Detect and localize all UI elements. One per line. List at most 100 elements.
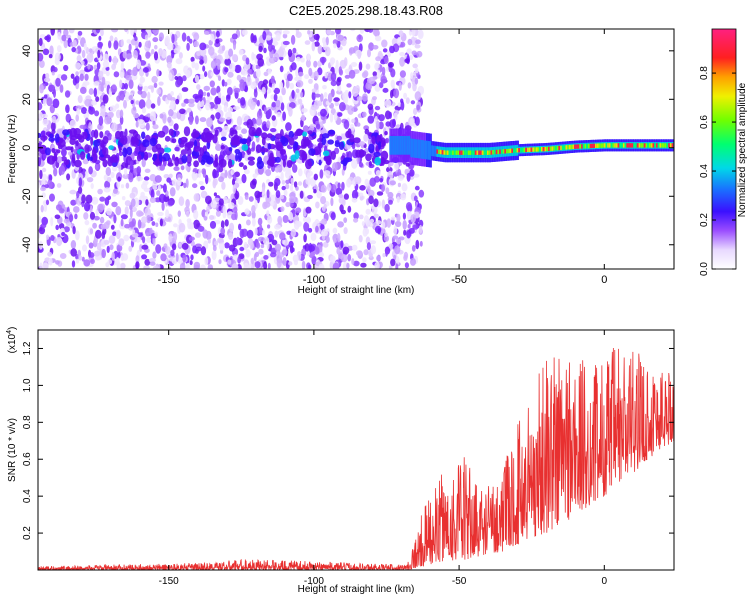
spectrogram-x-tick-label: -150 <box>158 274 180 286</box>
spectrogram-cell <box>413 139 417 158</box>
spectrogram-cell <box>246 76 252 86</box>
spectrogram-cell <box>74 213 78 220</box>
spectrogram-cell <box>218 117 226 122</box>
spectrogram-cell <box>238 49 244 56</box>
spectrogram-cell <box>156 69 160 77</box>
spectrogram-cell <box>354 176 362 185</box>
spectrogram-cell <box>330 72 337 82</box>
spectrogram-cell <box>289 184 294 192</box>
spectrogram-cell <box>70 199 77 206</box>
spectrogram-cell <box>364 178 369 186</box>
spectrogram-cell <box>117 251 121 259</box>
spectrogram-cell <box>193 261 201 269</box>
spectrogram-cell <box>141 158 146 168</box>
spectrogram-cell <box>83 212 89 220</box>
spectrogram-cell <box>382 253 386 258</box>
spectrogram-cell <box>40 223 47 229</box>
spectrogram-cell <box>137 219 142 229</box>
spectrogram-cell <box>388 265 393 269</box>
spectrogram-cell <box>91 100 98 106</box>
spectrogram-cell <box>610 143 614 148</box>
spectrogram-cell <box>199 264 206 269</box>
spectrogram-cell <box>104 154 111 159</box>
spectrogram-cell <box>537 147 540 152</box>
spectrogram-cell <box>248 126 257 137</box>
spectrogram-cell <box>281 179 286 185</box>
spectrogram-cell <box>152 124 159 130</box>
spectrogram-cell <box>223 105 228 113</box>
spectrogram-cell <box>255 77 259 83</box>
spectrogram-cell <box>110 171 115 179</box>
spectrogram-cell <box>159 164 165 171</box>
spectrogram-cell <box>381 184 385 193</box>
spectrogram-cell <box>296 80 304 88</box>
spectrogram-cell <box>282 215 289 223</box>
spectrogram-cell <box>265 169 272 177</box>
spectrogram-cell <box>296 56 301 62</box>
spectrogram-cell <box>251 205 256 214</box>
spectrogram-cell <box>158 193 166 203</box>
spectrogram-cell <box>337 221 344 228</box>
spectrogram-cell <box>80 60 85 66</box>
spectrogram-cell <box>143 265 150 269</box>
spectrogram-cell <box>105 166 112 177</box>
spectrogram-cell <box>325 46 331 57</box>
spectrogram-cell <box>189 260 193 266</box>
spectrogram-cell <box>267 215 273 224</box>
spectrogram-cell <box>233 106 240 110</box>
spectrogram-cell <box>383 56 389 65</box>
spectrogram-cell <box>342 158 348 167</box>
spectrogram-cell <box>582 144 586 149</box>
spectrogram-cell <box>376 134 382 144</box>
spectrogram-cell <box>199 147 204 157</box>
spectrogram-cell <box>177 210 181 217</box>
spectrogram-cell <box>270 252 277 258</box>
spectrogram-cell <box>487 150 490 155</box>
spectrogram-cell <box>239 81 246 92</box>
spectrogram-cell <box>206 141 211 150</box>
spectrogram-cell <box>605 143 608 148</box>
spectrogram-cell <box>304 40 311 45</box>
spectrogram-cell <box>203 54 208 64</box>
spectrogram-cell <box>138 211 145 217</box>
spectrogram-frame <box>37 28 675 270</box>
spectrogram-cell <box>288 240 294 248</box>
spectrogram-cell <box>90 136 94 146</box>
spectrogram-cell <box>330 212 336 221</box>
spectrogram-cell <box>298 71 304 77</box>
spectrogram-cell <box>398 30 404 38</box>
spectrogram-cell <box>365 153 372 162</box>
spectrogram-cell <box>139 60 147 66</box>
spectrogram-cell <box>372 71 378 77</box>
spectrogram-cell <box>247 238 254 246</box>
spectrogram-cell <box>63 226 70 233</box>
spectrogram-cell <box>356 122 361 127</box>
spectrogram-cell <box>392 235 399 240</box>
spectrogram-cell <box>295 88 300 94</box>
spectrogram-cell <box>412 63 419 69</box>
spectrogram-cell <box>148 258 156 263</box>
spectrogram-cell <box>70 146 74 153</box>
spectrogram-cell <box>372 29 380 36</box>
spectrogram-cell <box>201 131 207 141</box>
spectrogram-cell <box>82 158 89 165</box>
spectrogram-cell <box>120 62 125 71</box>
spectrogram-cell <box>112 231 117 236</box>
snr-y-tick-label: 0.8 <box>22 415 33 429</box>
spectrogram-cell <box>122 50 128 59</box>
spectrogram-cell <box>321 136 327 146</box>
spectrogram-cell <box>626 143 629 148</box>
spectrogram-cell <box>227 71 234 78</box>
spectrogram-cell <box>235 153 239 162</box>
spectrogram-cell <box>171 33 175 44</box>
spectrogram-cell <box>405 97 410 104</box>
spectrogram-cell <box>635 143 638 148</box>
spectrogram-cell <box>495 149 499 155</box>
spectrogram-cell <box>124 83 128 90</box>
spectrogram-cell <box>407 82 412 89</box>
spectrogram-cell <box>124 167 128 176</box>
spectrogram-cell <box>132 66 138 77</box>
spectrogram-cell <box>393 162 399 171</box>
spectrogram-cell <box>509 148 512 154</box>
spectrogram-cell <box>75 114 79 122</box>
